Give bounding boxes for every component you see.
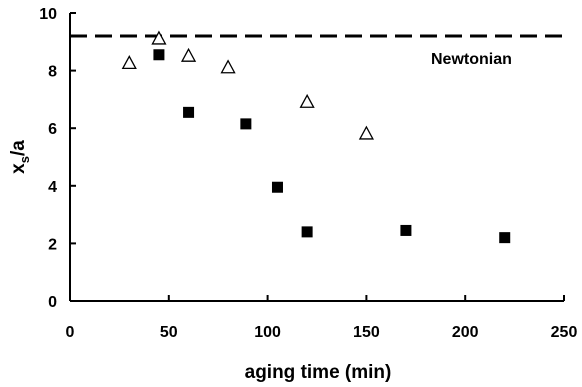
triangle-point-5 [358,125,374,140]
y-axis-title-rest: /a [8,140,29,156]
y-tick-label-10: 10 [39,6,57,23]
y-axis-title-subscript: s [17,156,32,163]
x-tick-label-0: 0 [66,324,75,341]
x-tick-label-150: 150 [353,324,380,341]
y-tick-label-6: 6 [48,121,57,138]
y-tick-label-4: 4 [48,179,57,196]
triangle-point-1 [151,30,167,45]
square-point-3 [271,181,283,193]
y-axis-title: xs/a [8,140,32,174]
square-point-4 [301,226,313,238]
triangle-point-2 [180,47,197,62]
x-tick-label-250: 250 [551,324,578,341]
data-marks [121,30,511,244]
x-tick-label-100: 100 [254,324,281,341]
x-tick-label-50: 50 [160,324,178,341]
y-tick-label-2: 2 [48,236,57,253]
square-point-0 [153,49,165,61]
newtonian-label: Newtonian [431,51,512,68]
y-tick-label-0: 0 [48,294,57,311]
square-point-1 [183,106,195,118]
square-point-6 [499,232,511,244]
triangle-point-0 [121,55,137,70]
y-tick-label-8: 8 [48,64,57,81]
triangle-point-3 [220,59,236,74]
triangle-point-4 [299,93,315,108]
square-point-2 [240,118,252,130]
plot-area [69,13,564,302]
x-tick-label-200: 200 [452,324,479,341]
y-axis-title-main: x [8,163,29,174]
square-point-5 [400,224,412,236]
x-axis-title: aging time (min) [245,362,392,383]
